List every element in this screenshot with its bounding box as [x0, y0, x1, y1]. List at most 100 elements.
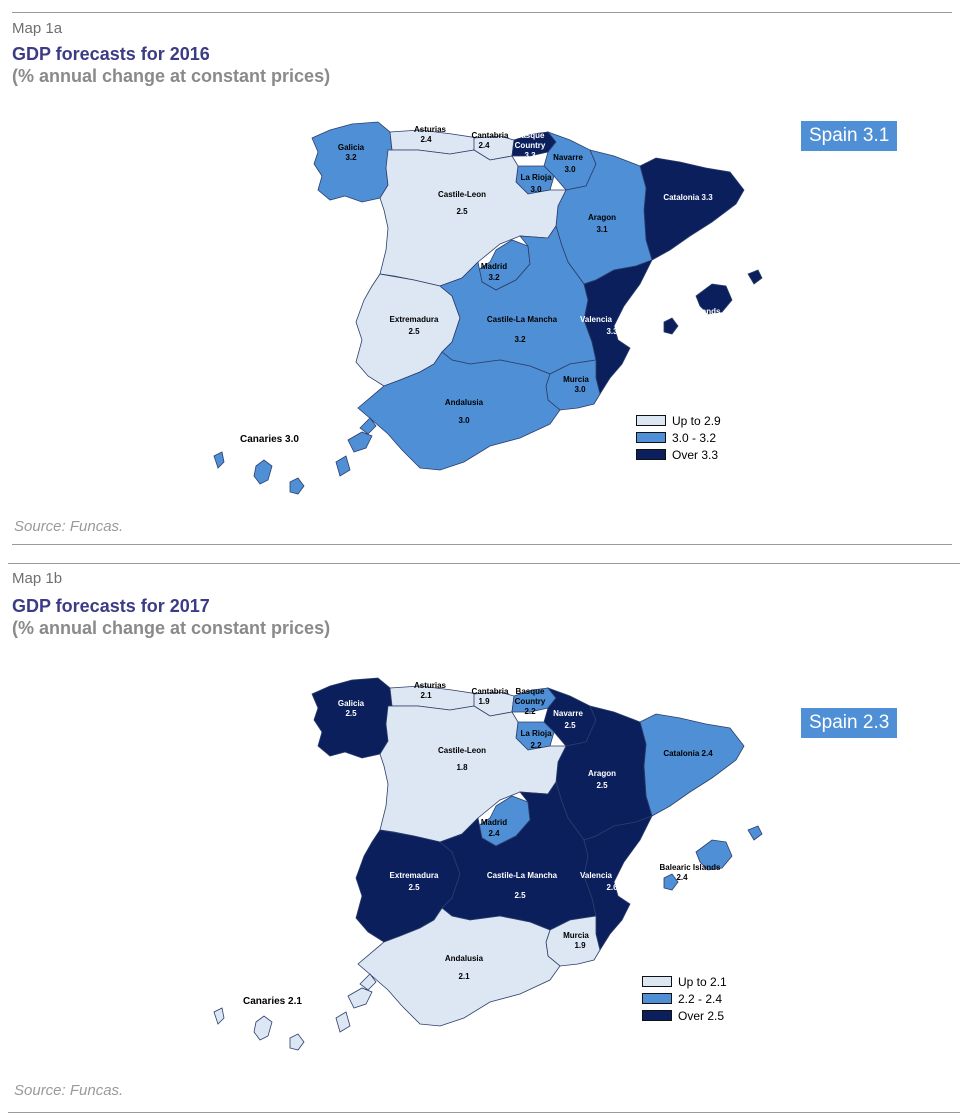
spain-total-badge: Spain 2.3: [801, 708, 898, 738]
canaries-label: Canaries 2.1: [243, 996, 302, 1007]
region-label-basque: Basque: [516, 687, 545, 696]
region-label-galicia: Galicia: [338, 699, 365, 708]
region-andalusia: [357, 351, 561, 471]
region-label-balearic: Balearic Islands: [660, 307, 721, 316]
region-label-cantabria: 1.9: [478, 697, 490, 706]
region-label-andalusia: 3.0: [458, 416, 470, 425]
map-panel-2017: Map 1b GDP forecasts for 2017 (% annual …: [0, 548, 969, 1116]
source-note: Source: Funcas.: [14, 1082, 124, 1099]
region-label-extremadura: Extremadura: [390, 315, 439, 324]
region-label-asturias: Asturias: [414, 681, 447, 690]
region-label-murcia: Murcia: [563, 375, 589, 384]
top-divider: [12, 12, 952, 13]
region-canaries: [213, 417, 377, 495]
region-label-extremadura: 2.5: [408, 883, 420, 892]
legend-swatch: [636, 432, 666, 443]
region-label-murcia: 1.9: [574, 941, 586, 950]
region-label-valencia: Valencia: [580, 871, 613, 880]
region-label-andalusia: 2.1: [458, 972, 470, 981]
map-title: GDP forecasts for 2016: [12, 44, 210, 64]
region-label-cantabria: 2.4: [478, 141, 490, 150]
region-label-castileleon: 1.8: [456, 763, 468, 772]
region-label-catalonia: Catalonia 3.3: [663, 193, 713, 202]
canaries-label: Canaries 3.0: [240, 434, 299, 445]
region-label-larioja: La Rioja: [520, 729, 552, 738]
region-galicia: [311, 121, 393, 203]
region-label-larioja: 3.0: [530, 185, 542, 194]
region-label-galicia: 2.5: [345, 709, 357, 718]
region-label-balearic: 3.5: [676, 317, 688, 326]
region-label-basque: 2.2: [524, 707, 536, 716]
region-label-balearic: 2.4: [676, 873, 688, 882]
legend-label: 2.2 - 2.4: [678, 991, 723, 1006]
region-label-valencia: Valencia: [580, 315, 613, 324]
region-label-larioja: 2.2: [530, 741, 542, 750]
map-panel-2016: Map 1a GDP forecasts for 2016 (% annual …: [0, 0, 969, 548]
legend-item: Over 3.3: [636, 446, 721, 463]
region-label-aragon: 2.5: [596, 781, 608, 790]
region-label-castilelamancha: Castile-La Mancha: [487, 871, 558, 880]
bottom-divider: [12, 544, 952, 545]
legend-item: 2.2 - 2.4: [642, 990, 727, 1007]
region-label-castileleon: 2.5: [456, 207, 468, 216]
region-balearic: [663, 269, 763, 335]
region-label-aragon: 3.1: [596, 225, 608, 234]
bottom-divider: [8, 1112, 960, 1113]
region-label-basque: Country: [515, 141, 546, 150]
legend-label: Over 2.5: [678, 1008, 725, 1023]
region-galicia: [311, 677, 393, 759]
region-label-navarre: Navarre: [553, 709, 583, 718]
legend-swatch: [642, 976, 672, 987]
region-label-asturias: Asturias: [414, 125, 447, 134]
map-title: GDP forecasts for 2017: [12, 596, 210, 616]
legend: Up to 2.9 3.0 - 3.2 Over 3.3: [636, 412, 721, 463]
legend-label: Up to 2.1: [678, 974, 727, 989]
map-subtitle: (% annual change at constant prices): [12, 618, 331, 638]
region-label-balearic: Balearic Islands: [660, 863, 721, 872]
region-label-aragon: Aragon: [588, 769, 616, 778]
region-label-castilelamancha: 3.2: [514, 335, 526, 344]
region-label-madrid: 3.2: [488, 273, 500, 282]
legend-swatch: [636, 449, 666, 460]
region-catalonia: [639, 157, 745, 261]
region-catalonia: [639, 713, 745, 817]
legend-label: 3.0 - 3.2: [672, 430, 717, 445]
region-label-andalusia: Andalusia: [445, 398, 484, 407]
region-label-murcia: 3.0: [574, 385, 586, 394]
region-label-catalonia: Catalonia 2.4: [663, 749, 713, 758]
source-note: Source: Funcas.: [14, 518, 124, 535]
region-valencia: [583, 259, 653, 396]
region-label-navarre: Navarre: [553, 153, 583, 162]
region-label-madrid: 2.4: [488, 829, 500, 838]
top-divider: [8, 563, 960, 564]
map-subtitle: (% annual change at constant prices): [12, 66, 331, 86]
region-canaries: [213, 973, 377, 1051]
region-label-aragon: Aragon: [588, 213, 616, 222]
region-label-basque: Basque: [516, 131, 545, 140]
region-label-extremadura: 2.5: [408, 327, 420, 336]
region-label-larioja: La Rioja: [520, 173, 552, 182]
legend: Up to 2.1 2.2 - 2.4 Over 2.5: [642, 973, 727, 1024]
legend-item: 3.0 - 3.2: [636, 429, 721, 446]
region-valencia: [583, 815, 653, 952]
legend-swatch: [642, 993, 672, 1004]
region-label-madrid: Madrid: [481, 818, 507, 827]
map-id: Map 1a: [12, 20, 63, 37]
region-label-valencia: 2.6: [606, 883, 618, 892]
region-label-cantabria: Cantabria: [472, 131, 509, 140]
spain-total-badge: Spain 3.1: [801, 121, 898, 151]
region-label-andalusia: Andalusia: [445, 954, 484, 963]
region-label-valencia: 3.3: [606, 327, 618, 336]
region-label-asturias: 2.4: [420, 135, 432, 144]
region-label-cantabria: Cantabria: [472, 687, 509, 696]
region-label-murcia: Murcia: [563, 931, 589, 940]
legend-item: Over 2.5: [642, 1007, 727, 1024]
region-label-castileleon: Castile-Leon: [438, 190, 486, 199]
region-label-asturias: 2.1: [420, 691, 432, 700]
region-label-madrid: Madrid: [481, 262, 507, 271]
legend-swatch: [636, 415, 666, 426]
region-label-navarre: 3.0: [564, 165, 576, 174]
region-label-galicia: 3.2: [345, 153, 357, 162]
